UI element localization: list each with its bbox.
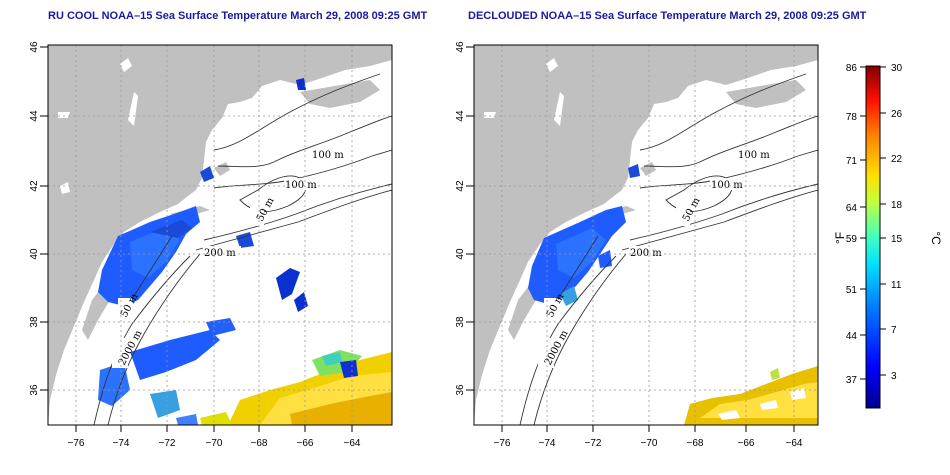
left-lat-tick-36: 36: [29, 384, 40, 396]
left-isobath-label-2: 100 m: [285, 180, 317, 191]
right-sst-data: [528, 164, 818, 425]
left-land: [48, 45, 392, 425]
left-lon-tick-64: −64: [344, 438, 361, 449]
cb-c-tick-3: 3: [891, 371, 897, 382]
cb-f-tick-51: 51: [846, 285, 858, 296]
right-lon-tick-68: −68: [687, 438, 704, 449]
right-lat-tick-44: 44: [455, 110, 466, 122]
cb-f-tick-64: 64: [846, 203, 858, 214]
cb-c-tick-18: 18: [891, 200, 903, 211]
left-isobath-label-4: 200 m: [204, 248, 236, 259]
cb-c-tick-7: 7: [891, 325, 897, 336]
left-isobath-label-1: 100 m: [312, 150, 344, 161]
cb-f-tick-59: 59: [846, 234, 858, 245]
left-lat-tick-40: 40: [29, 248, 40, 260]
right-lon-tick-74: −74: [539, 438, 556, 449]
cb-c-tick-11: 11: [891, 280, 902, 291]
left-lon-tick-70: −70: [206, 438, 223, 449]
right-lat-tick-42: 42: [455, 180, 466, 192]
left-lat-tick-46: 46: [29, 41, 40, 53]
right-lon-tick-76: −76: [494, 438, 511, 449]
right-lon-tick-72: −72: [585, 438, 602, 449]
right-lon-tick-64: −64: [786, 438, 803, 449]
colorbar-fahrenheit-unit: °F: [833, 232, 847, 244]
colorbar-celsius-unit: °C: [929, 231, 943, 245]
right-isobath-label-2: 100 m: [711, 180, 743, 191]
cb-f-tick-44: 44: [846, 331, 858, 342]
temperature-colorbar: 86 78 71 64 59 51 44 37 30 26 22 18 15 1…: [833, 63, 943, 409]
cb-f-tick-71: 71: [846, 156, 858, 167]
right-isobath-label-1: 100 m: [738, 150, 770, 161]
cb-f-tick-37: 37: [846, 375, 858, 386]
left-lat-tick-38: 38: [29, 316, 40, 328]
left-map-panel: 100 m 100 m 50 m 200 m 50 m 2000 m: [29, 41, 393, 449]
left-lon-tick-72: −72: [159, 438, 176, 449]
cb-c-tick-22: 22: [891, 154, 903, 165]
left-lon-tick-68: −68: [251, 438, 268, 449]
right-land: [474, 45, 818, 425]
right-isobath-label-4: 200 m: [630, 248, 662, 259]
right-graticule: [474, 45, 818, 425]
left-cape-cod: [214, 162, 230, 176]
cb-f-tick-86: 86: [846, 63, 858, 74]
left-sst-data: [98, 78, 392, 425]
colorbar-gradient: [865, 65, 881, 409]
right-map-panel: 100 m 100 m 50 m 200 m 50 m 2000 m: [455, 41, 819, 449]
right-lon-tick-66: −66: [738, 438, 755, 449]
cb-f-tick-78: 78: [846, 112, 858, 123]
left-plot-frame: [47, 44, 393, 426]
cb-c-tick-30: 30: [891, 63, 903, 74]
left-lat-tick-42: 42: [29, 180, 40, 192]
right-lat-tick-36: 36: [455, 384, 466, 396]
left-lon-tick-74: −74: [113, 438, 130, 449]
left-lon-tick-76: −76: [68, 438, 85, 449]
right-lat-tick-46: 46: [455, 41, 466, 53]
left-nova-scotia: [300, 80, 380, 108]
left-lon-tick-66: −66: [297, 438, 314, 449]
left-panel-title: RU COOL NOAA–15 Sea Surface Temperature …: [48, 10, 428, 22]
cb-c-tick-15: 15: [891, 234, 903, 245]
right-lon-tick-70: −70: [641, 438, 658, 449]
left-lat-tick-44: 44: [29, 110, 40, 122]
right-lat-tick-40: 40: [455, 248, 466, 260]
right-plot-frame: [473, 44, 819, 426]
cb-c-tick-26: 26: [891, 109, 903, 120]
right-lat-tick-38: 38: [455, 316, 466, 328]
left-graticule: [48, 45, 392, 425]
right-panel-title: DECLOUDED NOAA–15 Sea Surface Temperatur…: [468, 10, 867, 22]
